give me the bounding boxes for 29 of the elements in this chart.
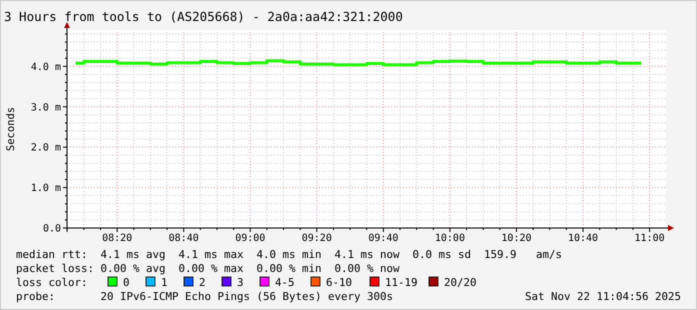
text: probe: 20 IPv6-ICMP Echo Pings (56 Bytes) every 300s — [16, 290, 394, 303]
text: 20/20 — [444, 276, 477, 289]
text: 11-19 — [385, 276, 418, 289]
y-tick-label: 0.0 — [42, 224, 61, 234]
text: Sat Nov 22 11:04:56 2025 — [524, 290, 681, 303]
x-tick-label: 09:00 — [235, 233, 266, 244]
x-tick-label: 10:40 — [568, 233, 598, 244]
text: 0 — [123, 276, 130, 289]
y-tick-label: 1.0 m — [30, 183, 61, 194]
x-tick-label: 08:20 — [102, 233, 132, 244]
y-axis-title: Seconds — [5, 106, 17, 152]
x-tick-label: 09:20 — [302, 233, 332, 244]
chart-title: 3 Hours from tools to (AS205668) - 2a0a:aa42:321:2000 — [4, 9, 403, 24]
text: 6-10 — [326, 276, 352, 289]
x-tick-label: 09:40 — [368, 233, 398, 244]
text: loss color: — [16, 276, 88, 289]
text: median rtt: 4.1 ms avg 4.1 ms max 4.0 ms min 4.1 ms now 0.0 ms sd 159.9 am/s — [16, 248, 562, 261]
x-tick-label: 10:20 — [501, 233, 532, 244]
y-tick-label: 3.0 m — [30, 102, 61, 114]
x-tick-label: 10:00 — [434, 233, 465, 244]
text: 2 — [199, 276, 206, 289]
text: 3 — [237, 276, 244, 289]
y-tick-label: 4.0 m — [30, 62, 61, 73]
y-tick-label: 2.0 m — [30, 142, 61, 154]
text: 4-5 — [275, 276, 295, 289]
x-tick-label: 11:00 — [634, 233, 665, 244]
text: 1 — [161, 276, 168, 289]
text: packet loss: 0.00 % avg 0.00 % max 0.00 % min 0.00 % now — [16, 262, 400, 275]
x-tick-label: 08:40 — [168, 233, 199, 244]
